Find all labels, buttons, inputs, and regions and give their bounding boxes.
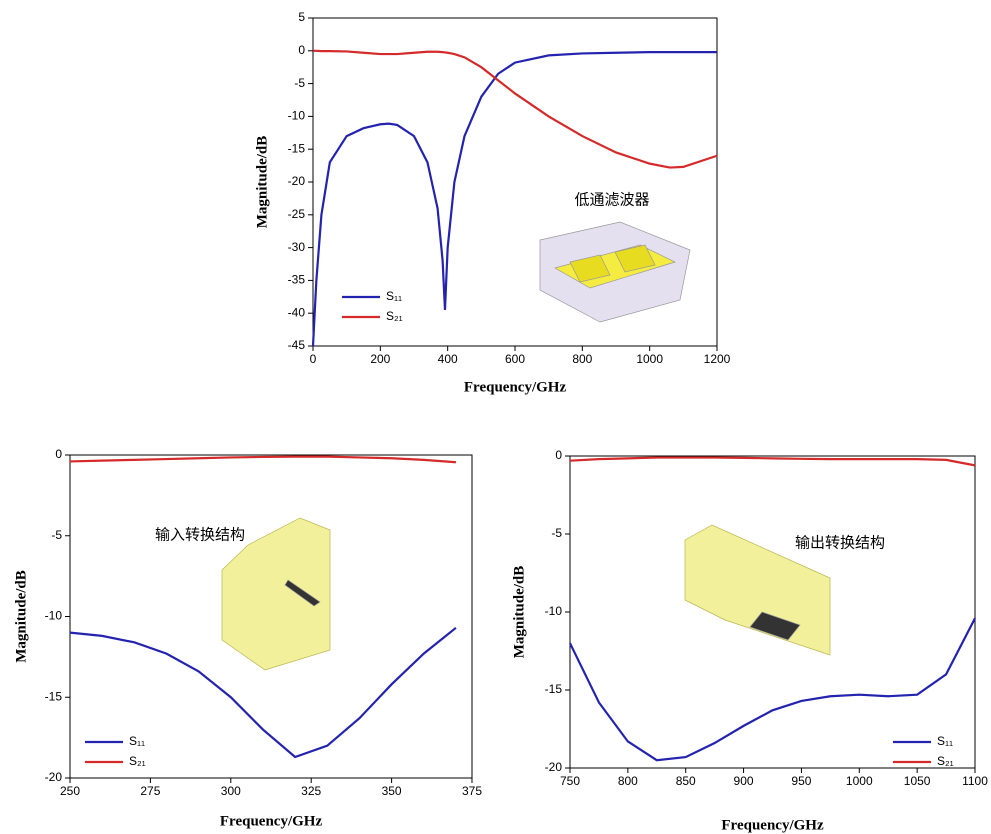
- x-tick-label: 400: [438, 352, 458, 366]
- legend-label: S₁₁: [937, 734, 953, 748]
- legend-label: S₂₁: [386, 309, 403, 323]
- x-tick-label: 1000: [846, 774, 873, 788]
- x-tick-label: 1200: [704, 352, 731, 366]
- y-tick-label: -5: [294, 76, 305, 90]
- y-tick-label: 5: [298, 10, 305, 24]
- x-tick-label: 1000: [636, 352, 663, 366]
- legend-label: S₂₁: [129, 754, 146, 768]
- y-axis-label: Magnitude/dB: [511, 566, 527, 659]
- annotation: 输入转换结构: [155, 526, 245, 544]
- x-tick-label: 800: [618, 774, 638, 788]
- x-tick-label: 950: [791, 774, 811, 788]
- x-axis-label: Frequency/GHz: [220, 813, 323, 829]
- x-axis-label: Frequency/GHz: [464, 379, 567, 395]
- x-tick-label: 375: [462, 784, 482, 798]
- y-tick-label: -20: [288, 174, 306, 188]
- legend-label: S₁₁: [129, 734, 145, 748]
- x-tick-label: 350: [382, 784, 402, 798]
- x-tick-label: 850: [676, 774, 696, 788]
- y-tick-label: -35: [288, 273, 306, 287]
- series-line: [70, 457, 456, 463]
- y-tick-label: -15: [545, 682, 563, 696]
- legend-label: S₂₁: [937, 754, 954, 768]
- y-tick-label: -30: [288, 240, 306, 254]
- y-tick-label: -20: [545, 760, 563, 774]
- x-tick-label: 1050: [904, 774, 931, 788]
- annotation: 低通滤波器: [574, 191, 649, 209]
- x-tick-label: 1100: [962, 774, 988, 788]
- y-axis-label: Magnitude/dB: [13, 570, 29, 663]
- series-line: [570, 618, 975, 760]
- y-tick-label: -40: [288, 305, 306, 319]
- x-tick-label: 250: [60, 784, 80, 798]
- x-tick-label: 600: [505, 352, 525, 366]
- x-tick-label: 275: [140, 784, 160, 798]
- y-tick-label: -5: [51, 528, 62, 542]
- y-tick-label: 0: [298, 43, 305, 57]
- y-tick-label: -15: [288, 141, 306, 155]
- figure: 5 0 -5 -10 -15 -20 -25 -30 -35 -40 -45 0 200 400 600 80…: [0, 0, 991, 834]
- y-tick-label: -10: [45, 609, 63, 623]
- x-tick-label: 800: [572, 352, 592, 366]
- x-axis-label: Frequency/GHz: [721, 817, 824, 833]
- legend-label: S₁₁: [386, 289, 402, 303]
- x-tick-label: 900: [734, 774, 754, 788]
- series-line: [313, 51, 717, 168]
- y-tick-label: -10: [545, 604, 563, 618]
- y-tick-label: -10: [288, 109, 306, 123]
- y-axis-label: Magnitude/dB: [254, 136, 270, 229]
- x-tick-label: 0: [310, 352, 317, 366]
- y-tick-label: -20: [45, 770, 63, 784]
- x-tick-label: 200: [370, 352, 390, 366]
- x-tick-label: 300: [221, 784, 241, 798]
- series-line: [570, 458, 975, 466]
- x-tick-label: 750: [560, 774, 580, 788]
- annotation: 输出转换结构: [795, 534, 885, 552]
- x-tick-label: 325: [301, 784, 321, 798]
- y-tick-label: -45: [288, 338, 306, 352]
- y-tick-label: -25: [288, 207, 306, 221]
- y-tick-label: 0: [55, 447, 62, 461]
- y-tick-label: -5: [551, 526, 562, 540]
- y-tick-label: 0: [555, 448, 562, 462]
- y-tick-label: -15: [45, 689, 63, 703]
